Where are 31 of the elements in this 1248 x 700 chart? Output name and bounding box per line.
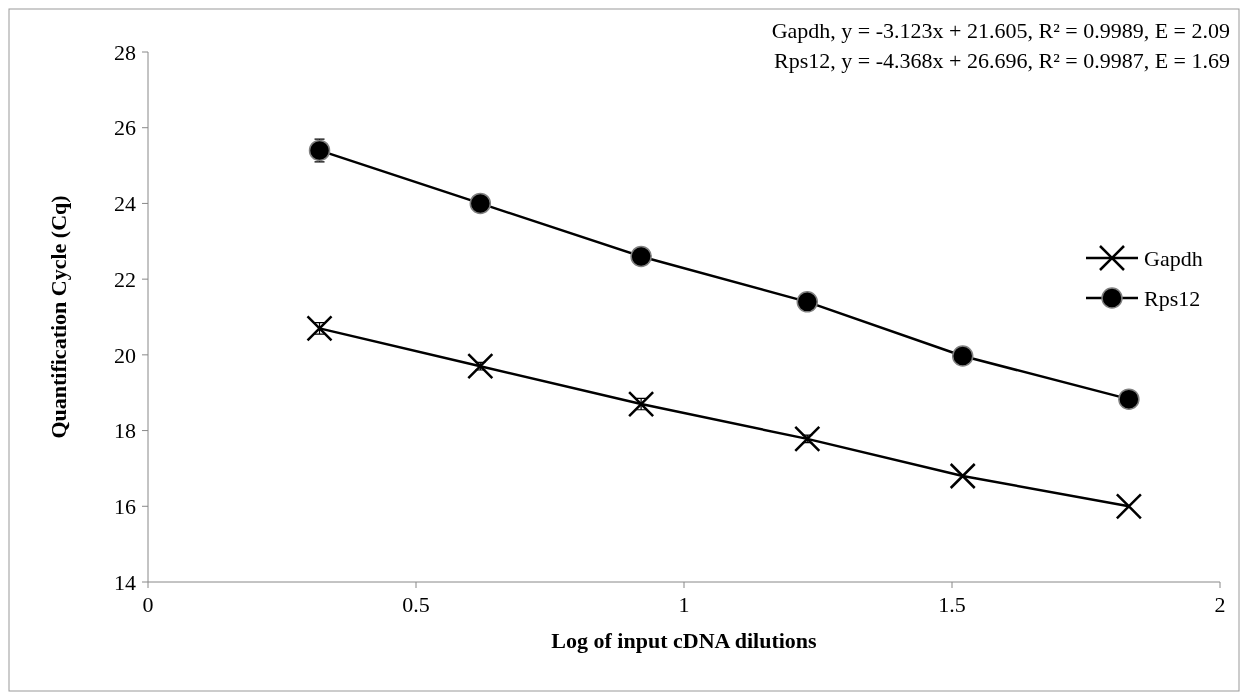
- point: [951, 345, 974, 367]
- point: [794, 425, 821, 453]
- point: [627, 390, 655, 418]
- annotation: Rps12, y = -4.368x + 26.696, R² = 0.9987, E = 1.69: [774, 48, 1230, 73]
- x-tick-label: 1: [678, 592, 690, 617]
- x-tick-label: 0: [142, 592, 154, 617]
- point: [467, 352, 494, 380]
- y-tick-label: 18: [114, 418, 136, 444]
- x-axis-title: Log of input cDNA dilutions: [551, 628, 818, 653]
- point: [796, 291, 819, 313]
- y-tick-label: 26: [114, 115, 136, 141]
- point: [308, 139, 331, 162]
- legend-label: Rps12: [1144, 285, 1201, 311]
- x-tick-label: 0.5: [402, 592, 430, 617]
- point: [469, 192, 492, 215]
- y-tick-label: 14: [114, 569, 136, 595]
- point: [1118, 388, 1140, 410]
- point: [949, 462, 976, 490]
- y-tick-label: 28: [114, 39, 136, 65]
- point: [306, 315, 333, 342]
- y-tick-label: 24: [114, 191, 136, 217]
- y-axis-title: Quantification Cycle (Cq): [46, 195, 71, 439]
- point: [630, 245, 652, 268]
- y-tick-label: 20: [114, 342, 136, 368]
- point: [1115, 493, 1143, 520]
- x-tick-label: 2: [1214, 592, 1226, 617]
- x-tick-label: 1.5: [938, 592, 966, 617]
- text: Gapdh, y = -3.123x + 21.605, R² = 0.9989, E = 2.09: [771, 18, 1230, 43]
- legend-label: Gapdh: [1144, 245, 1203, 271]
- y-tick-label: 22: [114, 266, 136, 292]
- y-tick-label: 16: [114, 493, 136, 519]
